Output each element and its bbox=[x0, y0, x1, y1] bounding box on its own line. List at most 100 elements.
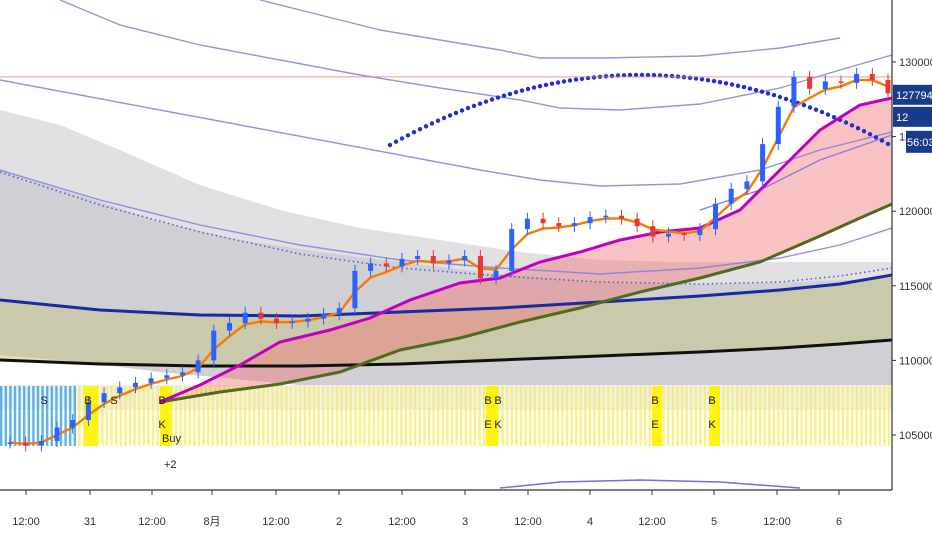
signal-bar bbox=[570, 386, 573, 446]
signal-bar bbox=[262, 386, 265, 446]
signal-bar bbox=[805, 386, 808, 446]
dotted-arc-point bbox=[501, 93, 507, 98]
x-tick-label: 12:00 bbox=[262, 516, 290, 528]
signal-bar bbox=[740, 386, 743, 446]
signal-bar bbox=[294, 386, 297, 446]
x-tick-label: 31 bbox=[84, 516, 96, 528]
signal-bar bbox=[607, 386, 610, 446]
candle-body bbox=[775, 106, 781, 145]
signal-bar bbox=[377, 386, 380, 446]
signal-label: S bbox=[40, 395, 47, 407]
signal-bar bbox=[855, 386, 858, 446]
signal-bar bbox=[216, 386, 219, 446]
dotted-arc-point bbox=[885, 141, 891, 147]
signal-bar bbox=[874, 386, 877, 446]
candle-body bbox=[164, 375, 170, 379]
candle-body bbox=[822, 81, 828, 89]
signal-bar bbox=[547, 386, 550, 446]
ma-black-line bbox=[0, 338, 893, 368]
y-tick-label: 1050000 bbox=[899, 430, 932, 442]
signal-bar bbox=[409, 386, 412, 446]
signal-bar bbox=[257, 386, 260, 446]
candle-body bbox=[571, 223, 577, 227]
signal-bar bbox=[322, 386, 325, 446]
dotted-arc-point bbox=[801, 102, 807, 108]
candle-body bbox=[383, 263, 389, 267]
signal-bar bbox=[41, 386, 44, 446]
candle-body bbox=[744, 181, 750, 189]
dotted-arc-point bbox=[777, 94, 783, 100]
x-tick-label: 12:00 bbox=[763, 516, 791, 528]
dotted-arc-point bbox=[417, 127, 423, 132]
dotted-arc-point bbox=[477, 101, 483, 106]
signal-bar bbox=[64, 386, 67, 446]
dotted-arc-point bbox=[465, 105, 471, 111]
candle-body bbox=[242, 312, 248, 324]
signal-label: B bbox=[651, 395, 658, 407]
signal-bar bbox=[851, 386, 854, 446]
signal-bar bbox=[676, 386, 679, 446]
signal-bar bbox=[78, 386, 81, 446]
signal-bar bbox=[809, 386, 812, 446]
ema-ribbon bbox=[160, 98, 892, 402]
signal-bar bbox=[593, 386, 596, 446]
signal-bar bbox=[414, 386, 417, 446]
signal-bar bbox=[667, 386, 670, 446]
y-tick-label: 1100000 bbox=[899, 355, 932, 367]
x-tick-label: 12:00 bbox=[388, 516, 416, 528]
signal-bar bbox=[138, 386, 141, 446]
signal-bar bbox=[538, 386, 541, 446]
signal-label: K bbox=[158, 419, 166, 431]
signal-highlight bbox=[652, 386, 662, 446]
dotted-arc-point bbox=[783, 96, 789, 102]
x-tick-label: 12:00 bbox=[138, 516, 166, 528]
signal-bar bbox=[400, 386, 403, 446]
signal-bar bbox=[188, 386, 191, 446]
signal-bar bbox=[759, 386, 762, 446]
dotted-arc-point bbox=[471, 103, 477, 109]
candle-body bbox=[791, 76, 797, 107]
signal-bar bbox=[340, 386, 343, 446]
signal-bar bbox=[253, 386, 256, 446]
dotted-arc-point bbox=[507, 91, 513, 97]
candle-body bbox=[211, 330, 217, 361]
y-tick-label: 1200000 bbox=[899, 206, 932, 218]
candle-body bbox=[352, 270, 358, 309]
dotted-arc-point bbox=[873, 135, 879, 140]
candle-body bbox=[634, 218, 640, 227]
signal-bar bbox=[703, 386, 707, 446]
signal-bar bbox=[814, 386, 817, 446]
signal-bar bbox=[588, 386, 592, 446]
signal-bar bbox=[105, 386, 109, 446]
ema-slow-line bbox=[159, 202, 893, 404]
signal-bar bbox=[354, 386, 357, 446]
candle-body bbox=[807, 76, 813, 89]
signal-bar bbox=[211, 386, 214, 446]
envelope-line bbox=[259, 0, 841, 59]
signal-label: B bbox=[484, 395, 491, 407]
candle-body bbox=[289, 321, 295, 324]
signal-bar bbox=[736, 386, 739, 446]
signal-bar bbox=[869, 386, 872, 446]
dotted-arc-point bbox=[459, 108, 465, 113]
signal-bar bbox=[299, 386, 302, 446]
candle-body bbox=[148, 378, 154, 383]
signal-label: S bbox=[110, 395, 117, 407]
signal-bar bbox=[611, 386, 615, 446]
candle-body bbox=[681, 233, 687, 236]
signal-bar bbox=[690, 386, 693, 446]
dotted-arc-point bbox=[411, 130, 417, 135]
signal-bar bbox=[621, 386, 624, 446]
signal-bar bbox=[616, 386, 619, 446]
signal-bar bbox=[777, 386, 780, 446]
partial-price-label: 12 bbox=[896, 112, 908, 124]
candle-body bbox=[619, 215, 624, 219]
signal-bar bbox=[243, 386, 247, 446]
signal-bar bbox=[50, 386, 53, 446]
dotted-arc-point bbox=[453, 110, 459, 116]
signal-bar bbox=[156, 386, 159, 446]
signal-bar bbox=[151, 386, 155, 446]
signal-bar bbox=[395, 386, 398, 446]
